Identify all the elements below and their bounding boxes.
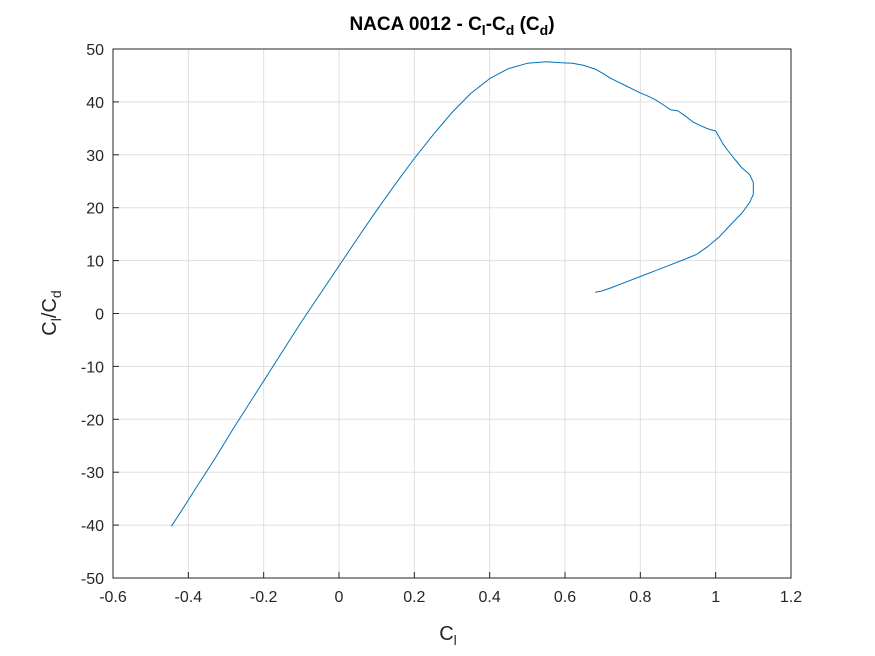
ylabel-main1: C bbox=[39, 321, 61, 335]
title-sub-l: l bbox=[482, 22, 486, 38]
x-tick-label: 0.4 bbox=[479, 589, 501, 606]
y-tick-label: -50 bbox=[81, 571, 104, 588]
x-tick-label: 0 bbox=[335, 589, 344, 606]
title-mid: -C bbox=[486, 14, 506, 35]
title-sub-d: d bbox=[506, 22, 515, 38]
y-tick-labels: -50 -40 -30 -20 -10 0 10 20 30 40 50 bbox=[81, 42, 119, 588]
xlabel-sub: l bbox=[454, 632, 457, 648]
x-tick-label: 1.2 bbox=[780, 589, 802, 606]
y-tick-label: 50 bbox=[86, 42, 104, 59]
title-main: NACA 0012 - C bbox=[349, 14, 482, 35]
y-tick-label: 40 bbox=[86, 95, 104, 112]
ylabel-sub2: d bbox=[48, 290, 64, 298]
title-close: ) bbox=[548, 14, 554, 35]
title-open: (C bbox=[514, 14, 540, 35]
data-line-group bbox=[170, 61, 754, 527]
y-tick-label: 10 bbox=[86, 254, 104, 271]
y-tick-label: -20 bbox=[81, 412, 104, 429]
chart-title: NACA 0012 - Cl-Cd (Cd) bbox=[349, 14, 554, 38]
x-tick-label: 1 bbox=[711, 589, 720, 606]
y-tick-label: 20 bbox=[86, 201, 104, 218]
title-sub-d2: d bbox=[540, 22, 549, 38]
y-axis-label: Cl/Cd bbox=[39, 290, 64, 335]
x-tick-label: 0.2 bbox=[403, 589, 425, 606]
ylabel-sub1: l bbox=[48, 318, 64, 321]
grid bbox=[112, 48, 792, 579]
x-tick-labels: -0.6 -0.4 -0.2 0 0.2 0.4 0.6 0.8 1 1.2 bbox=[99, 572, 802, 606]
x-axis-label: Cl bbox=[439, 623, 457, 648]
x-tick-label: -0.2 bbox=[250, 589, 278, 606]
x-tick-label: 0.8 bbox=[629, 589, 651, 606]
y-tick-label: -40 bbox=[81, 518, 104, 535]
y-tick-label: 30 bbox=[86, 148, 104, 165]
y-tick-label: 0 bbox=[95, 307, 104, 324]
xlabel-main: C bbox=[439, 623, 453, 645]
x-tick-label: -0.6 bbox=[99, 589, 127, 606]
x-tick-label: -0.4 bbox=[175, 589, 203, 606]
ylabel-main2: /C bbox=[39, 298, 61, 318]
series-line bbox=[170, 61, 754, 527]
x-tick-label: 0.6 bbox=[554, 589, 576, 606]
y-tick-label: -30 bbox=[81, 465, 104, 482]
y-tick-label: -10 bbox=[81, 359, 104, 376]
